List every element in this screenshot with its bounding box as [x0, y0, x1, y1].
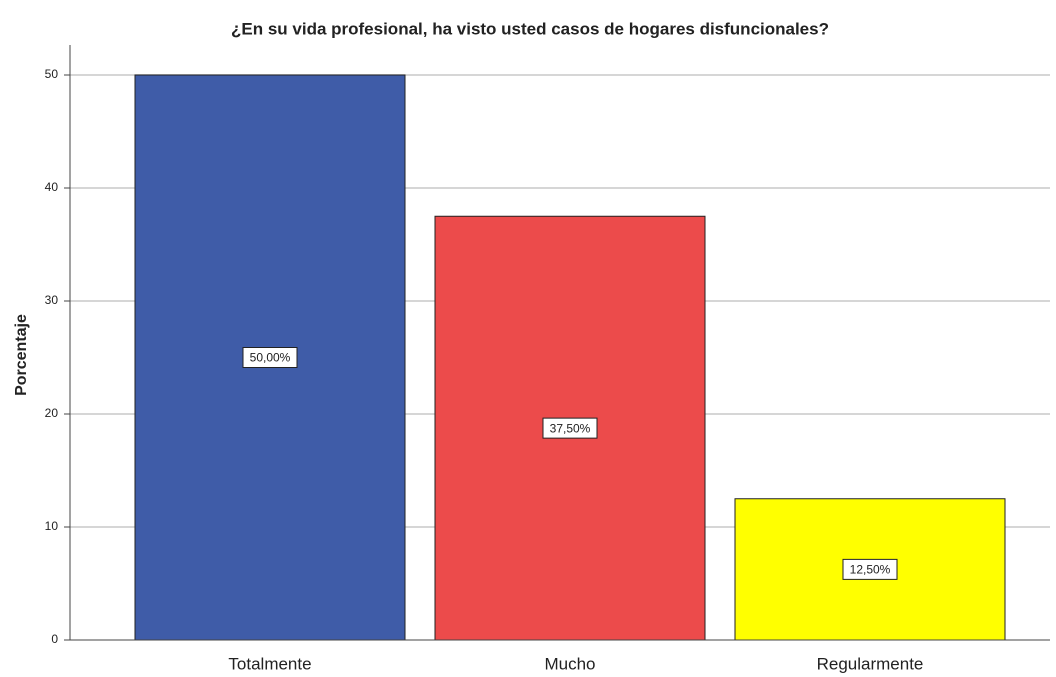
- x-tick-label: Regularmente: [817, 654, 924, 673]
- value-label-box: [242, 347, 298, 368]
- y-tick-label: 10: [45, 519, 59, 533]
- value-label: 50,00%: [250, 351, 291, 365]
- y-tick-label: 50: [45, 67, 59, 81]
- value-label-box: [542, 417, 598, 439]
- y-tick-label: 20: [45, 406, 59, 420]
- x-tick-label: Mucho: [544, 654, 595, 673]
- y-tick-label: 0: [51, 632, 58, 646]
- y-tick-label: 30: [45, 293, 59, 307]
- x-tick-label: Totalmente: [228, 654, 311, 673]
- chart-title: ¿En su vida profesional, ha visto usted …: [231, 19, 829, 38]
- value-label: 12,50%: [850, 563, 891, 577]
- y-axis-label: Porcentaje: [13, 314, 30, 396]
- value-label-box: [842, 558, 898, 580]
- y-tick-label: 40: [45, 180, 59, 194]
- value-label: 37,50%: [550, 421, 591, 435]
